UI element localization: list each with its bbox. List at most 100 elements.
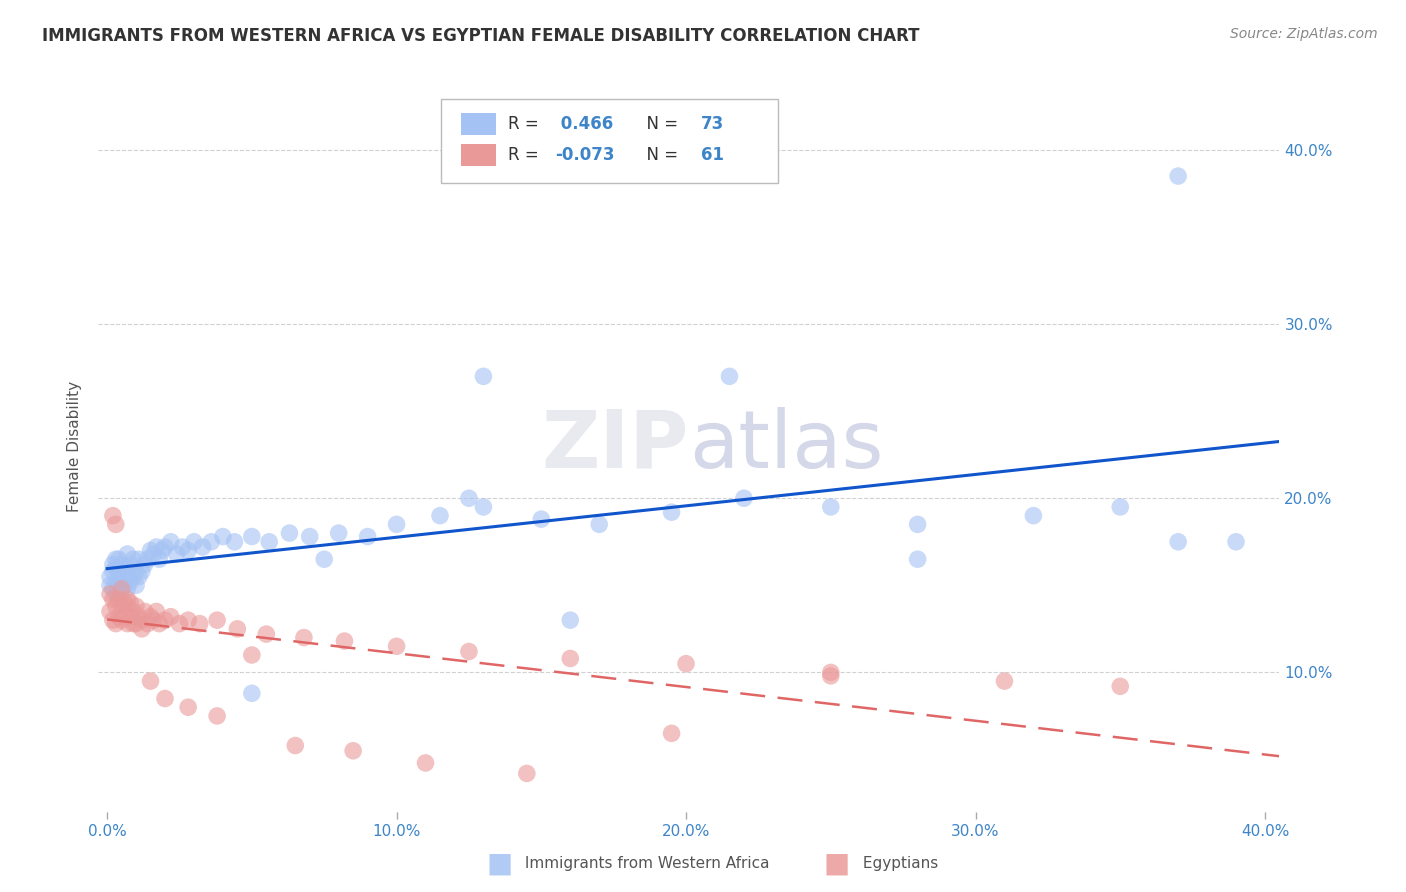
Point [145, 540, 167, 554]
Text: ZIP: ZIP [541, 407, 689, 485]
Point [169, 616, 191, 631]
Point [117, 547, 139, 561]
Point [661, 726, 683, 740]
Point [166, 547, 188, 561]
Point [117, 616, 139, 631]
Point [110, 569, 132, 583]
Y-axis label: Female Disability: Female Disability [67, 380, 83, 512]
Point [1167, 169, 1189, 183]
Point [516, 766, 538, 780]
Point [342, 744, 364, 758]
Point [134, 604, 156, 618]
Point [98, 578, 121, 592]
Point [110, 582, 132, 596]
Point [122, 616, 145, 631]
Point [356, 530, 378, 544]
Point [114, 561, 136, 575]
Point [139, 674, 162, 689]
Point [661, 505, 683, 519]
Point [101, 508, 124, 523]
Text: Egyptians: Egyptians [858, 856, 938, 871]
Point [110, 613, 132, 627]
Point [472, 369, 495, 384]
Point [110, 599, 132, 614]
Point [150, 543, 173, 558]
Text: 0.466: 0.466 [555, 115, 614, 133]
Point [131, 565, 153, 579]
Point [675, 657, 697, 671]
Point [191, 540, 214, 554]
Text: atlas: atlas [689, 407, 883, 485]
Point [240, 530, 263, 544]
Point [183, 534, 205, 549]
Point [820, 669, 842, 683]
Point [110, 558, 132, 572]
Point [117, 599, 139, 614]
Point [117, 592, 139, 607]
Point [122, 569, 145, 583]
Point [117, 569, 139, 583]
Point [907, 517, 929, 532]
Point [257, 534, 280, 549]
Point [153, 691, 176, 706]
Point [114, 609, 136, 624]
Point [98, 604, 121, 618]
Text: N =: N = [636, 115, 683, 133]
Point [205, 613, 228, 627]
Point [159, 534, 181, 549]
Point [128, 609, 150, 624]
Point [907, 552, 929, 566]
FancyBboxPatch shape [461, 113, 496, 136]
Point [120, 609, 142, 624]
Point [136, 616, 159, 631]
Point [136, 552, 159, 566]
Point [98, 569, 121, 583]
Point [104, 599, 127, 614]
Point [458, 644, 481, 658]
Point [560, 613, 582, 627]
Point [188, 616, 211, 631]
Point [1225, 534, 1247, 549]
Point [101, 592, 124, 607]
Point [104, 574, 127, 589]
Point [101, 565, 124, 579]
Point [1109, 679, 1132, 693]
Text: Immigrants from Western Africa: Immigrants from Western Africa [520, 856, 769, 871]
Point [107, 609, 129, 624]
FancyBboxPatch shape [441, 99, 778, 183]
Point [226, 622, 249, 636]
Point [177, 543, 200, 558]
Point [120, 596, 142, 610]
Point [177, 700, 200, 714]
Point [107, 565, 129, 579]
Text: R =: R = [508, 146, 544, 164]
Text: -0.073: -0.073 [555, 146, 614, 164]
Point [104, 587, 127, 601]
Point [148, 616, 170, 631]
Point [125, 616, 148, 631]
Point [139, 543, 162, 558]
Point [125, 565, 148, 579]
Point [153, 540, 176, 554]
Point [117, 582, 139, 596]
Point [458, 491, 481, 506]
Point [733, 491, 755, 506]
Point [128, 552, 150, 566]
Point [385, 640, 408, 654]
Point [107, 592, 129, 607]
Point [101, 613, 124, 627]
Text: 61: 61 [700, 146, 724, 164]
Point [139, 609, 162, 624]
Point [415, 756, 437, 770]
Point [472, 500, 495, 514]
Point [104, 517, 127, 532]
Point [718, 369, 741, 384]
Point [1109, 500, 1132, 514]
Point [98, 587, 121, 601]
Point [120, 574, 142, 589]
Point [212, 530, 235, 544]
Point [1022, 508, 1045, 523]
Point [200, 534, 222, 549]
Point [101, 558, 124, 572]
Point [820, 665, 842, 680]
